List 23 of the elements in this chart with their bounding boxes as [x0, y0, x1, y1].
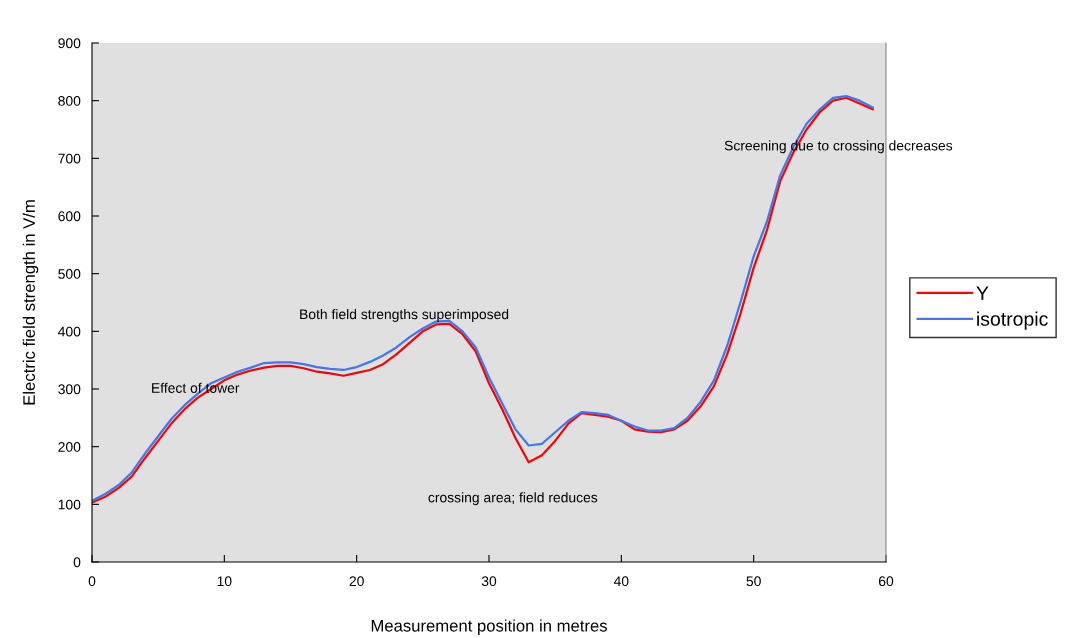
x-tick-label: 30: [481, 576, 497, 587]
x-axis-title: Measurement position in metres: [371, 619, 607, 635]
legend-label: isotropic: [977, 311, 1048, 330]
y-tick-label: 0: [73, 557, 81, 568]
y-tick-label: 800: [58, 96, 81, 106]
x-tick-label: 20: [349, 576, 364, 587]
annotation: crossing area; field reduces: [428, 492, 598, 506]
y-tick-label: 600: [58, 211, 81, 222]
y-tick-label: 700: [58, 153, 81, 164]
x-tick-label: 0: [88, 576, 96, 587]
x-tick-label: 60: [878, 576, 894, 587]
x-tick-label: 10: [217, 576, 232, 587]
annotation: Both field strengths superimposed: [300, 309, 509, 322]
y-tick-label: 200: [58, 442, 81, 452]
y-tick-label: 900: [58, 38, 81, 49]
y-tick-label: 500: [58, 269, 81, 279]
x-tick-label: 40: [613, 576, 629, 587]
x-tick-label: 50: [746, 576, 761, 587]
y-tick-label: 400: [58, 326, 81, 337]
y-tick-label: 300: [58, 384, 81, 395]
y-tick-label: 100: [58, 499, 81, 510]
legend-label: Y: [976, 286, 989, 300]
y-axis-title: Electric field strength in V/m: [22, 200, 39, 405]
